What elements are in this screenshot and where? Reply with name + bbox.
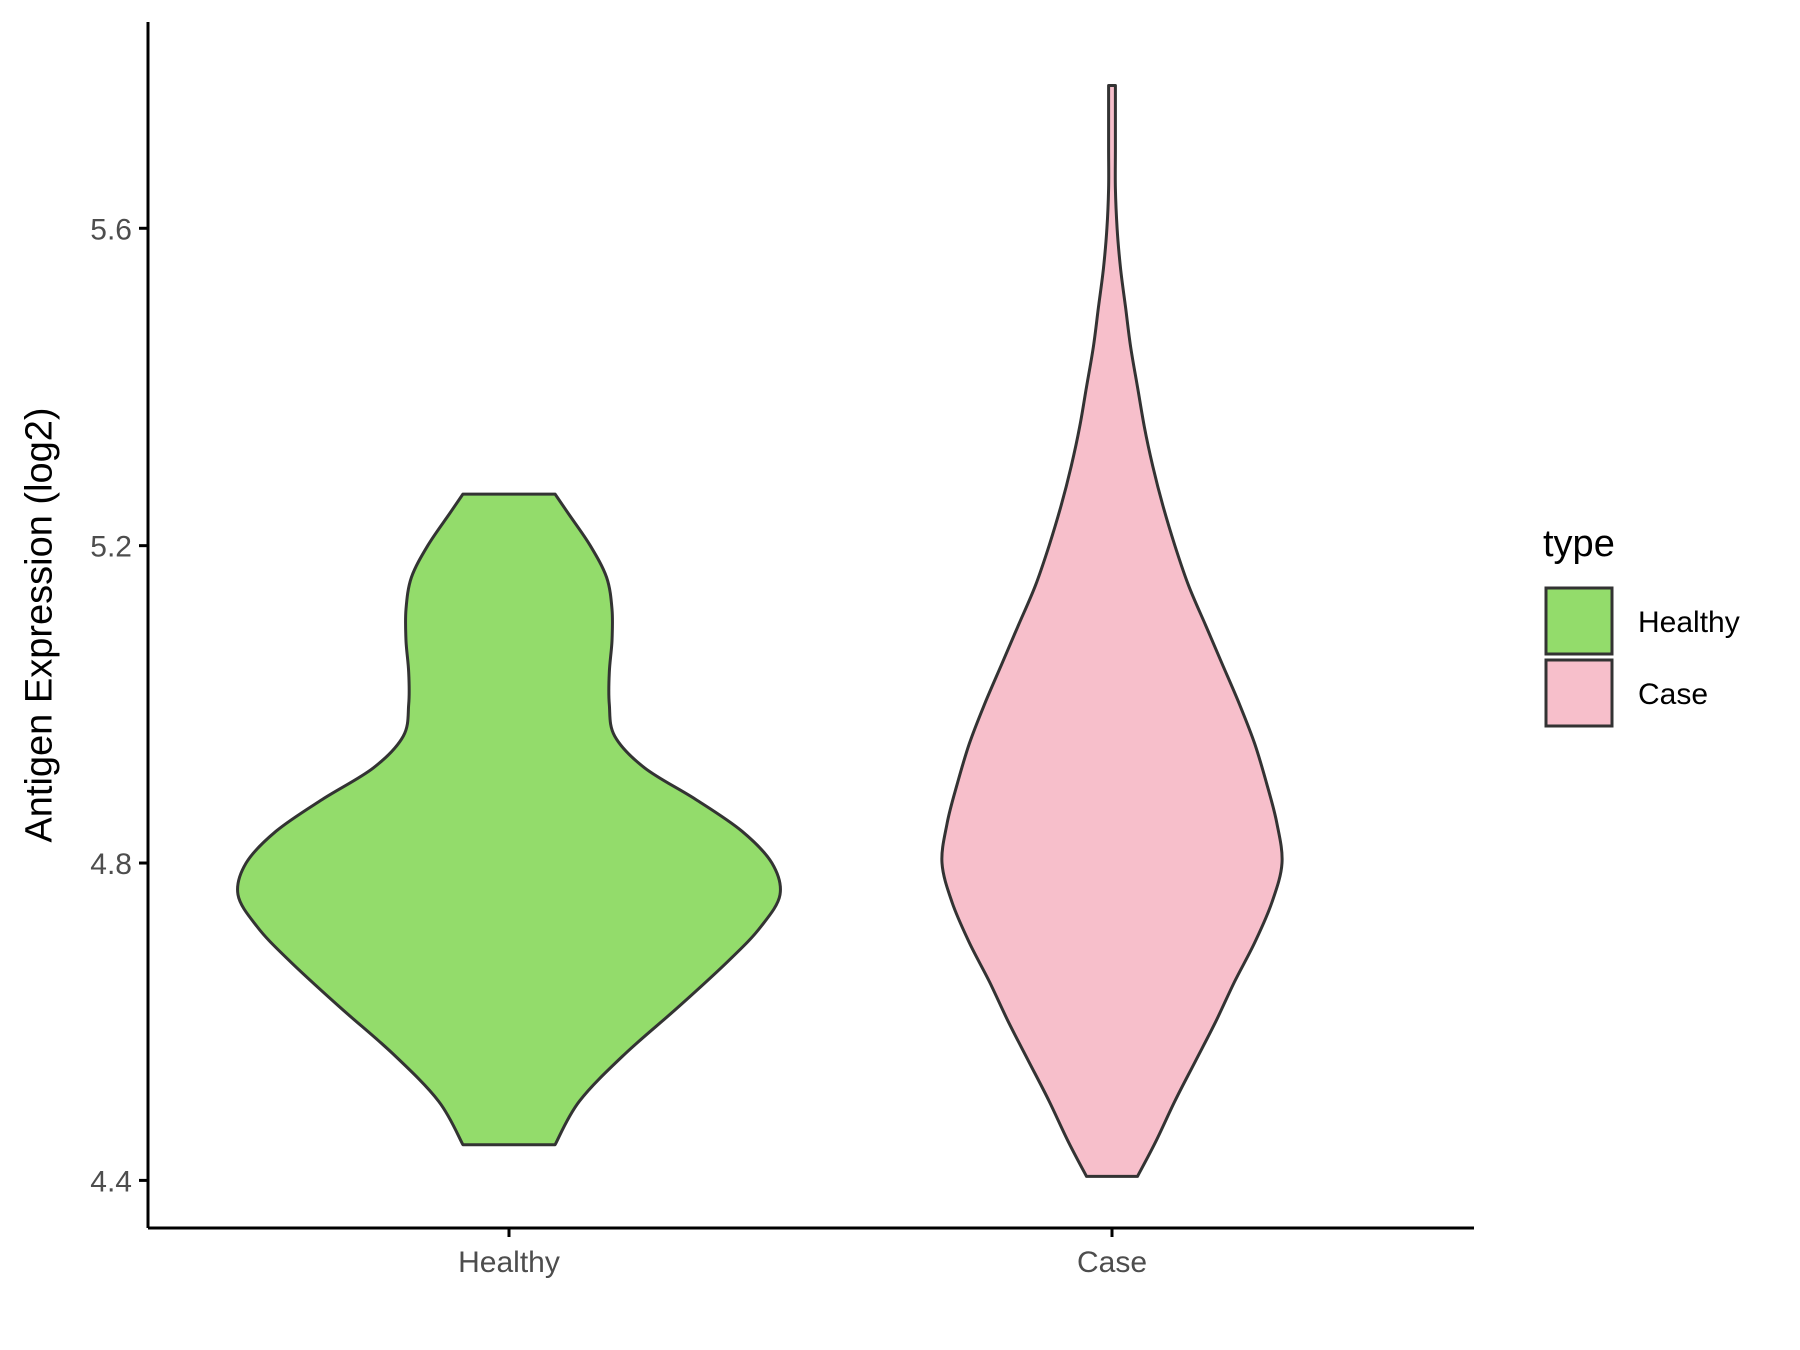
legend-label-case: Case — [1638, 678, 1708, 711]
violin-case — [940, 84, 1284, 1178]
legend-label-healthy: Healthy — [1638, 606, 1740, 639]
y-ticks: 4.4 4.8 5.2 5.6 — [90, 213, 148, 1198]
y-tick-label: 5.2 — [90, 531, 132, 564]
legend: type Healthy Case — [1543, 523, 1740, 728]
y-axis-title: Antigen Expression (log2) — [18, 407, 60, 842]
y-tick-label: 4.4 — [90, 1165, 132, 1198]
x-ticks: Healthy Case — [458, 1228, 1147, 1279]
legend-key-healthy — [1544, 586, 1614, 656]
axes-layer — [146, 22, 1474, 1230]
legend-items: Healthy Case — [1544, 586, 1740, 728]
violin-healthy — [236, 492, 782, 1147]
legend-title: type — [1543, 523, 1615, 565]
violins-layer — [236, 84, 1284, 1178]
x-tick-label: Case — [1077, 1246, 1147, 1279]
y-tick-label: 5.6 — [90, 213, 132, 246]
legend-key-case — [1544, 658, 1614, 728]
y-tick-label: 4.8 — [90, 848, 132, 881]
x-tick-label: Healthy — [458, 1246, 560, 1279]
